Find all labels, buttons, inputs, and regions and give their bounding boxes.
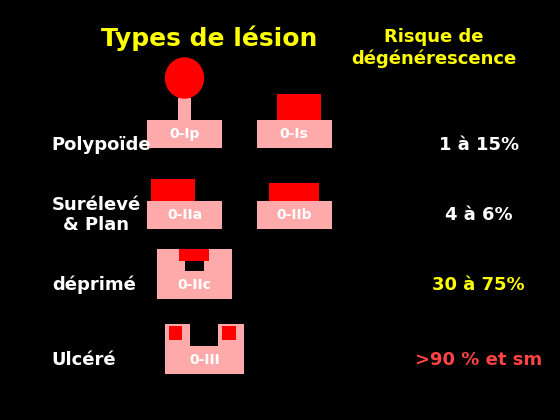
Bar: [157, 249, 185, 271]
Bar: [269, 183, 319, 201]
Bar: [178, 98, 192, 120]
Text: 0-IIc: 0-IIc: [178, 278, 211, 292]
Bar: [165, 346, 244, 374]
Bar: [180, 249, 209, 261]
Text: 1 à 15%: 1 à 15%: [438, 136, 519, 154]
Bar: [257, 120, 332, 148]
Text: Surélevé
& Plan: Surélevé & Plan: [52, 196, 141, 234]
Bar: [151, 179, 195, 201]
Text: 4 à 6%: 4 à 6%: [445, 206, 512, 224]
Bar: [169, 326, 183, 340]
Text: 0-IIa: 0-IIa: [167, 208, 202, 222]
Text: 0-III: 0-III: [189, 353, 220, 367]
Text: 0-Is: 0-Is: [280, 127, 309, 141]
Text: 0-Ip: 0-Ip: [169, 127, 200, 141]
Text: Types de lésion: Types de lésion: [101, 25, 318, 51]
Text: déprimé: déprimé: [52, 276, 136, 294]
Ellipse shape: [166, 58, 203, 98]
Text: 30 à 75%: 30 à 75%: [432, 276, 525, 294]
Text: Risque de
dégénérescence: Risque de dégénérescence: [351, 28, 516, 68]
Text: Polypoïde: Polypoïde: [52, 136, 151, 154]
Text: >90 % et sm: >90 % et sm: [415, 351, 542, 369]
Bar: [165, 324, 190, 346]
Text: Ulcéré: Ulcéré: [52, 351, 116, 369]
Bar: [222, 326, 236, 340]
Text: 0-IIb: 0-IIb: [277, 208, 312, 222]
Bar: [257, 201, 332, 229]
Bar: [204, 249, 232, 271]
Bar: [277, 94, 321, 120]
Bar: [147, 120, 222, 148]
Bar: [147, 201, 222, 229]
Bar: [218, 324, 244, 346]
Bar: [157, 271, 232, 299]
